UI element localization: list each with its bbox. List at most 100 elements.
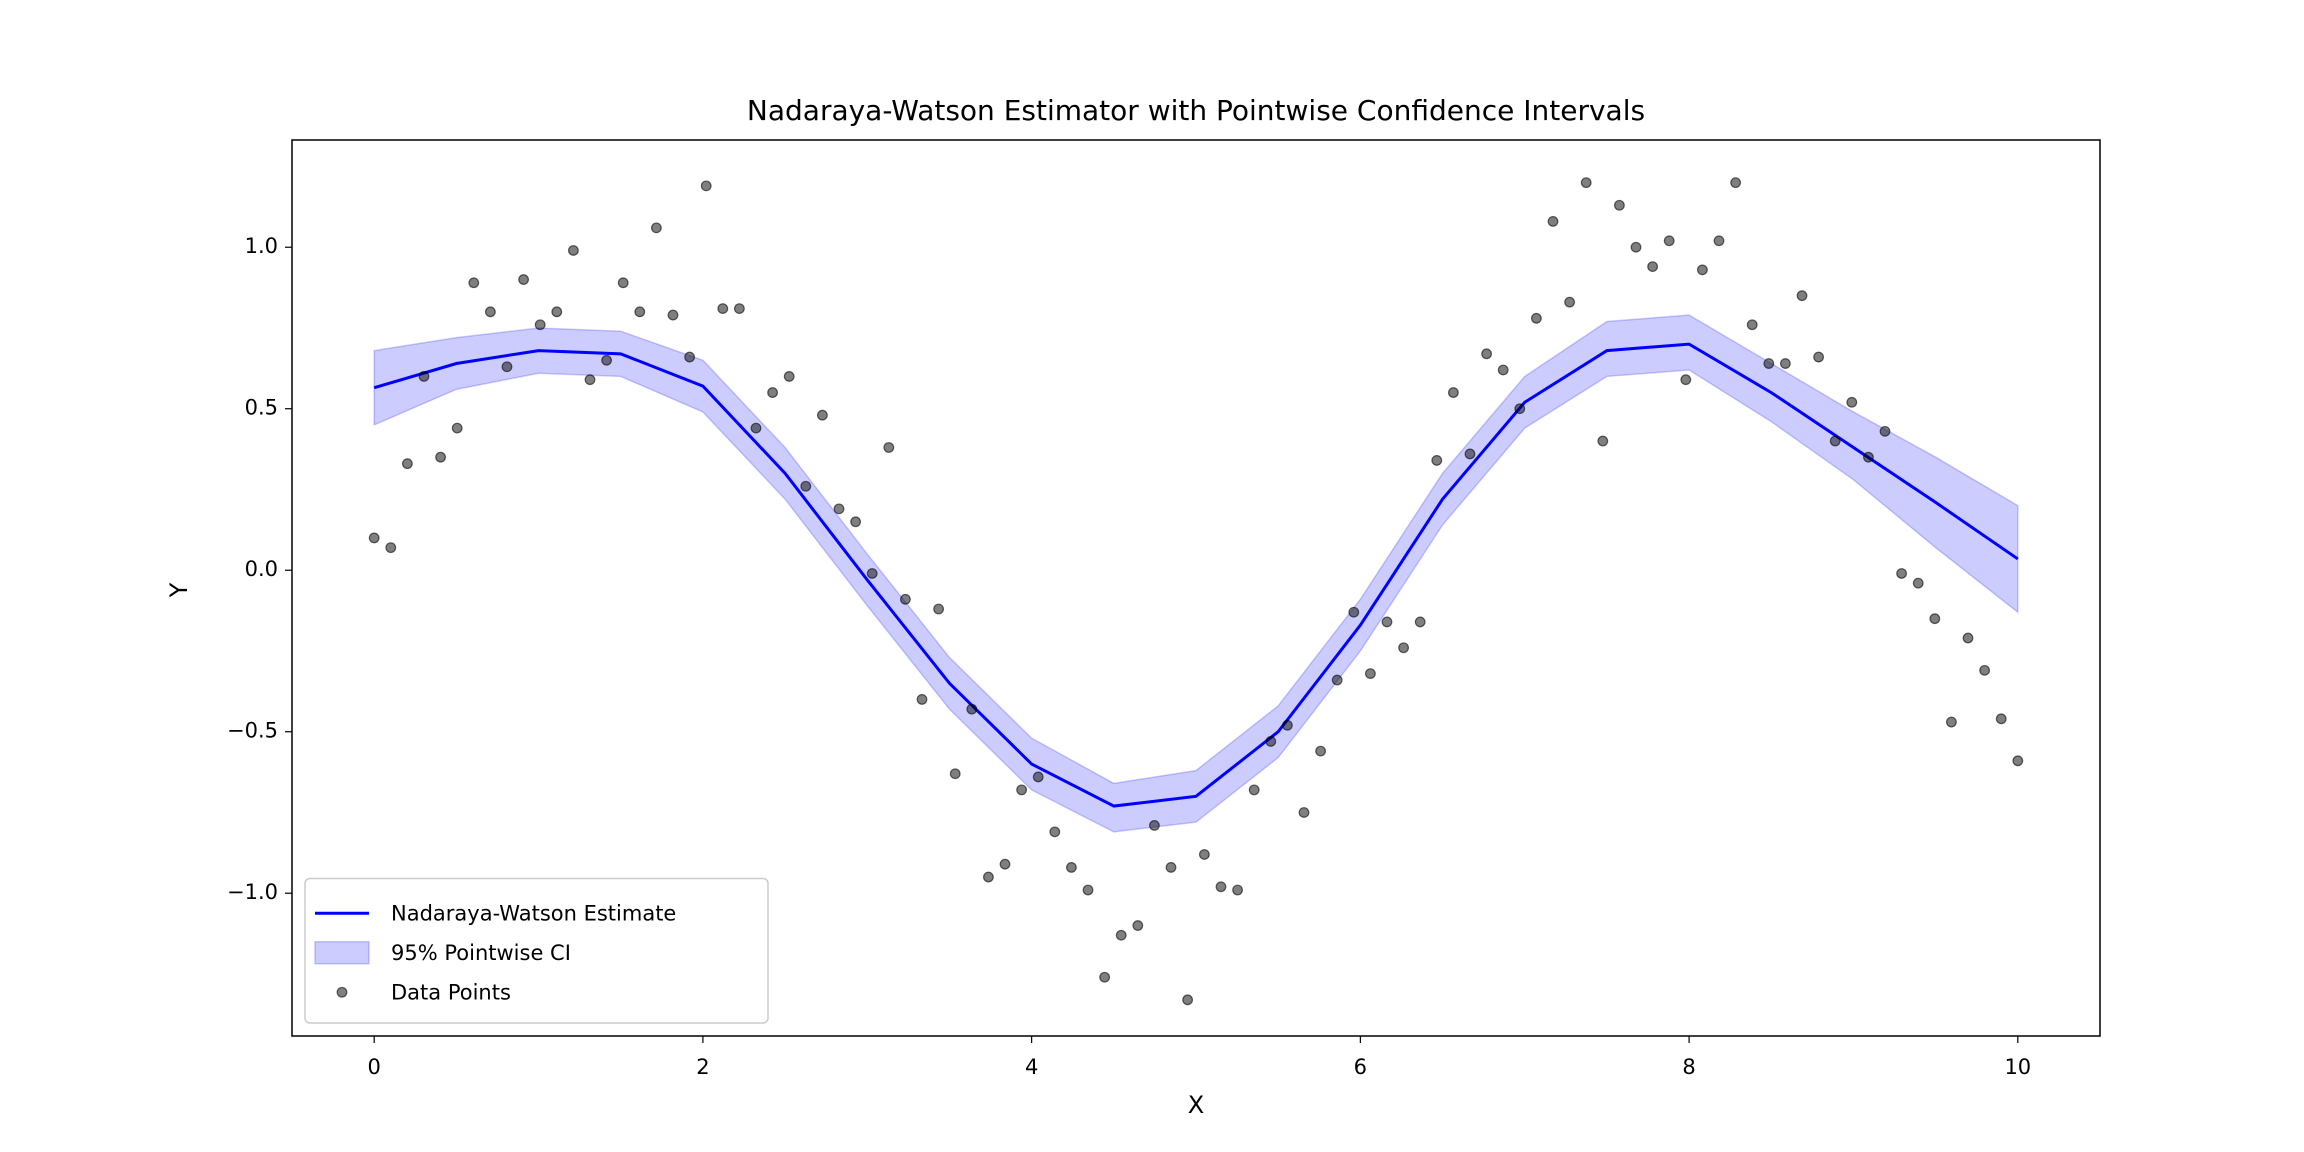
data-point bbox=[1016, 784, 1028, 796]
data-point bbox=[1248, 784, 1260, 796]
data-point bbox=[1331, 674, 1343, 686]
data-point bbox=[949, 768, 961, 780]
data-point bbox=[1979, 664, 1991, 676]
data-point bbox=[1497, 364, 1509, 376]
x-tick-label: 10 bbox=[2004, 1055, 2031, 1079]
data-point bbox=[733, 303, 745, 315]
data-point bbox=[1896, 568, 1908, 579]
data-point bbox=[1647, 261, 1659, 273]
data-point bbox=[501, 361, 513, 373]
data-point bbox=[601, 354, 612, 366]
x-tick-label: 4 bbox=[1025, 1055, 1038, 1079]
x-tick-label: 8 bbox=[1682, 1055, 1695, 1079]
data-point bbox=[1614, 199, 1625, 211]
data-point bbox=[1215, 881, 1227, 893]
data-point bbox=[1879, 425, 1891, 437]
data-point bbox=[1564, 296, 1575, 308]
data-point bbox=[850, 516, 862, 528]
data-point bbox=[999, 858, 1011, 870]
data-point bbox=[1514, 403, 1526, 415]
y-tick-label: 0.5 bbox=[245, 396, 278, 420]
data-point bbox=[1414, 616, 1426, 628]
data-point bbox=[1530, 312, 1542, 324]
data-point bbox=[1481, 348, 1492, 360]
data-point bbox=[468, 277, 480, 289]
data-point bbox=[900, 593, 911, 605]
x-tick-label: 2 bbox=[696, 1055, 709, 1079]
data-point bbox=[1115, 929, 1127, 941]
data-point bbox=[866, 568, 878, 579]
data-point bbox=[2012, 755, 2024, 767]
data-point bbox=[783, 371, 795, 382]
data-point bbox=[1863, 451, 1874, 463]
data-point bbox=[1796, 290, 1808, 302]
data-point bbox=[1763, 358, 1775, 369]
data-point bbox=[1049, 826, 1061, 838]
y-tick-label: 0.0 bbox=[245, 557, 278, 581]
data-point bbox=[1746, 319, 1758, 331]
data-point bbox=[1182, 994, 1194, 1006]
data-point bbox=[1547, 215, 1559, 227]
data-point bbox=[767, 387, 778, 398]
data-point bbox=[1132, 920, 1144, 931]
data-point bbox=[1398, 642, 1409, 654]
data-point bbox=[817, 409, 828, 421]
data-point bbox=[1149, 820, 1160, 831]
plot-area bbox=[368, 177, 2024, 1006]
y-axis-label: Y bbox=[165, 582, 193, 598]
legend-label: 95% Pointwise CI bbox=[391, 941, 571, 965]
estimate-line bbox=[373, 342, 2019, 808]
data-point bbox=[1082, 884, 1094, 896]
data-point bbox=[1663, 235, 1675, 247]
data-point bbox=[567, 245, 579, 256]
data-point bbox=[1348, 606, 1360, 618]
x-axis-label: X bbox=[1188, 1091, 1204, 1119]
data-point bbox=[1697, 264, 1708, 276]
data-point bbox=[1232, 884, 1243, 896]
data-point bbox=[451, 422, 463, 434]
data-point bbox=[418, 371, 430, 382]
legend-box bbox=[304, 877, 769, 1024]
data-point bbox=[1630, 241, 1642, 253]
data-point bbox=[1780, 358, 1791, 369]
data-point bbox=[1032, 771, 1044, 783]
data-point bbox=[1099, 971, 1111, 983]
data-point bbox=[800, 480, 812, 492]
data-point bbox=[617, 277, 629, 289]
data-point bbox=[1381, 616, 1393, 628]
data-point bbox=[1298, 807, 1310, 818]
data-point bbox=[385, 542, 397, 554]
data-point bbox=[700, 180, 712, 192]
data-point bbox=[1431, 455, 1443, 466]
legend-label: Nadaraya-Watson Estimate bbox=[391, 901, 676, 925]
data-point bbox=[916, 694, 928, 705]
data-point bbox=[368, 532, 380, 544]
data-point bbox=[1281, 719, 1293, 731]
data-point bbox=[584, 374, 596, 386]
data-point bbox=[1713, 235, 1725, 247]
confidence-band bbox=[373, 314, 2019, 833]
data-point bbox=[966, 703, 978, 715]
chart-title: Nadaraya-Watson Estimator with Pointwise… bbox=[747, 94, 1645, 127]
data-point bbox=[1730, 177, 1742, 189]
data-point bbox=[401, 458, 413, 470]
data-point bbox=[551, 306, 563, 318]
data-point bbox=[1846, 396, 1858, 408]
data-point bbox=[667, 309, 679, 321]
data-point bbox=[1447, 387, 1459, 398]
data-point bbox=[1962, 632, 1974, 644]
data-point bbox=[684, 351, 695, 363]
data-point bbox=[717, 303, 729, 315]
data-point bbox=[1597, 435, 1609, 447]
data-point bbox=[1580, 177, 1592, 189]
data-point bbox=[1680, 374, 1692, 386]
data-point bbox=[1929, 613, 1941, 625]
legend-marker bbox=[336, 986, 348, 998]
data-point bbox=[1995, 713, 2007, 725]
x-tick-label: 6 bbox=[1354, 1055, 1367, 1079]
data-point bbox=[484, 306, 496, 318]
y-tick-label: −0.5 bbox=[227, 719, 278, 743]
data-point bbox=[1066, 861, 1077, 873]
data-point bbox=[750, 422, 762, 434]
